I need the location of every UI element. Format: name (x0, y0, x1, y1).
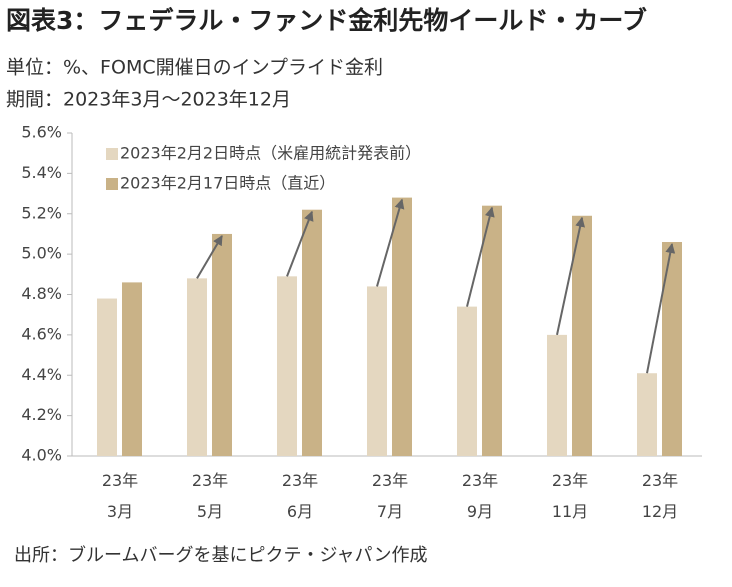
legend-marker (106, 178, 118, 190)
bar (122, 282, 142, 456)
bar (662, 242, 682, 456)
bar (457, 306, 477, 456)
change-arrow (556, 216, 586, 336)
legend-label: 2023年2月2日時点（米雇用統計発表前） (120, 144, 421, 163)
subtitle: 単位：%、FOMC開催日のインプライド金利 (6, 57, 383, 79)
x-tick-label: 23年 7月 (372, 471, 408, 521)
bar (547, 334, 567, 456)
x-tick-label: 23年 5月 (192, 471, 228, 521)
bar (367, 286, 387, 456)
x-tick-label: 23年 3月 (102, 471, 138, 521)
bar (277, 276, 297, 456)
change-arrow (466, 206, 495, 307)
legend-marker (106, 148, 118, 160)
y-tick-label: 5.2% (21, 203, 62, 222)
y-tick-label: 4.6% (21, 324, 62, 343)
y-tick-label: 5.4% (21, 163, 62, 182)
x-tick-label: 23年 12月 (642, 471, 678, 521)
y-tick-label: 5.6% (21, 123, 62, 142)
y-tick-label: 4.2% (21, 405, 62, 424)
source: 出所：ブルームバーグを基にピクテ・ジャパン作成 (14, 544, 427, 566)
bar (302, 209, 322, 456)
bar (212, 233, 232, 456)
change-arrow (286, 210, 314, 277)
subtitle: 期間：2023年3月～2023年12月 (6, 89, 291, 111)
bar (482, 205, 502, 456)
x-tick-label: 23年 9月 (462, 471, 498, 521)
y-tick-label: 4.8% (21, 284, 62, 303)
legend-label: 2023年2月17日時点（直近） (120, 174, 335, 193)
x-tick-label: 23年 11月 (552, 471, 588, 521)
chart-title: 図表3：フェデラル・ファンド金利先物イールド・カーブ (6, 6, 647, 35)
y-tick-label: 4.4% (21, 365, 62, 384)
y-tick-label: 4.0% (21, 446, 62, 465)
bar (637, 373, 657, 456)
y-tick-label: 5.0% (21, 244, 62, 263)
bar (97, 298, 117, 456)
x-tick-label: 23年 6月 (282, 471, 318, 521)
bar (187, 278, 207, 456)
bar (392, 197, 412, 456)
change-arrow (196, 235, 223, 279)
change-arrow (376, 198, 405, 287)
bar (572, 215, 592, 456)
change-arrow (646, 243, 676, 374)
